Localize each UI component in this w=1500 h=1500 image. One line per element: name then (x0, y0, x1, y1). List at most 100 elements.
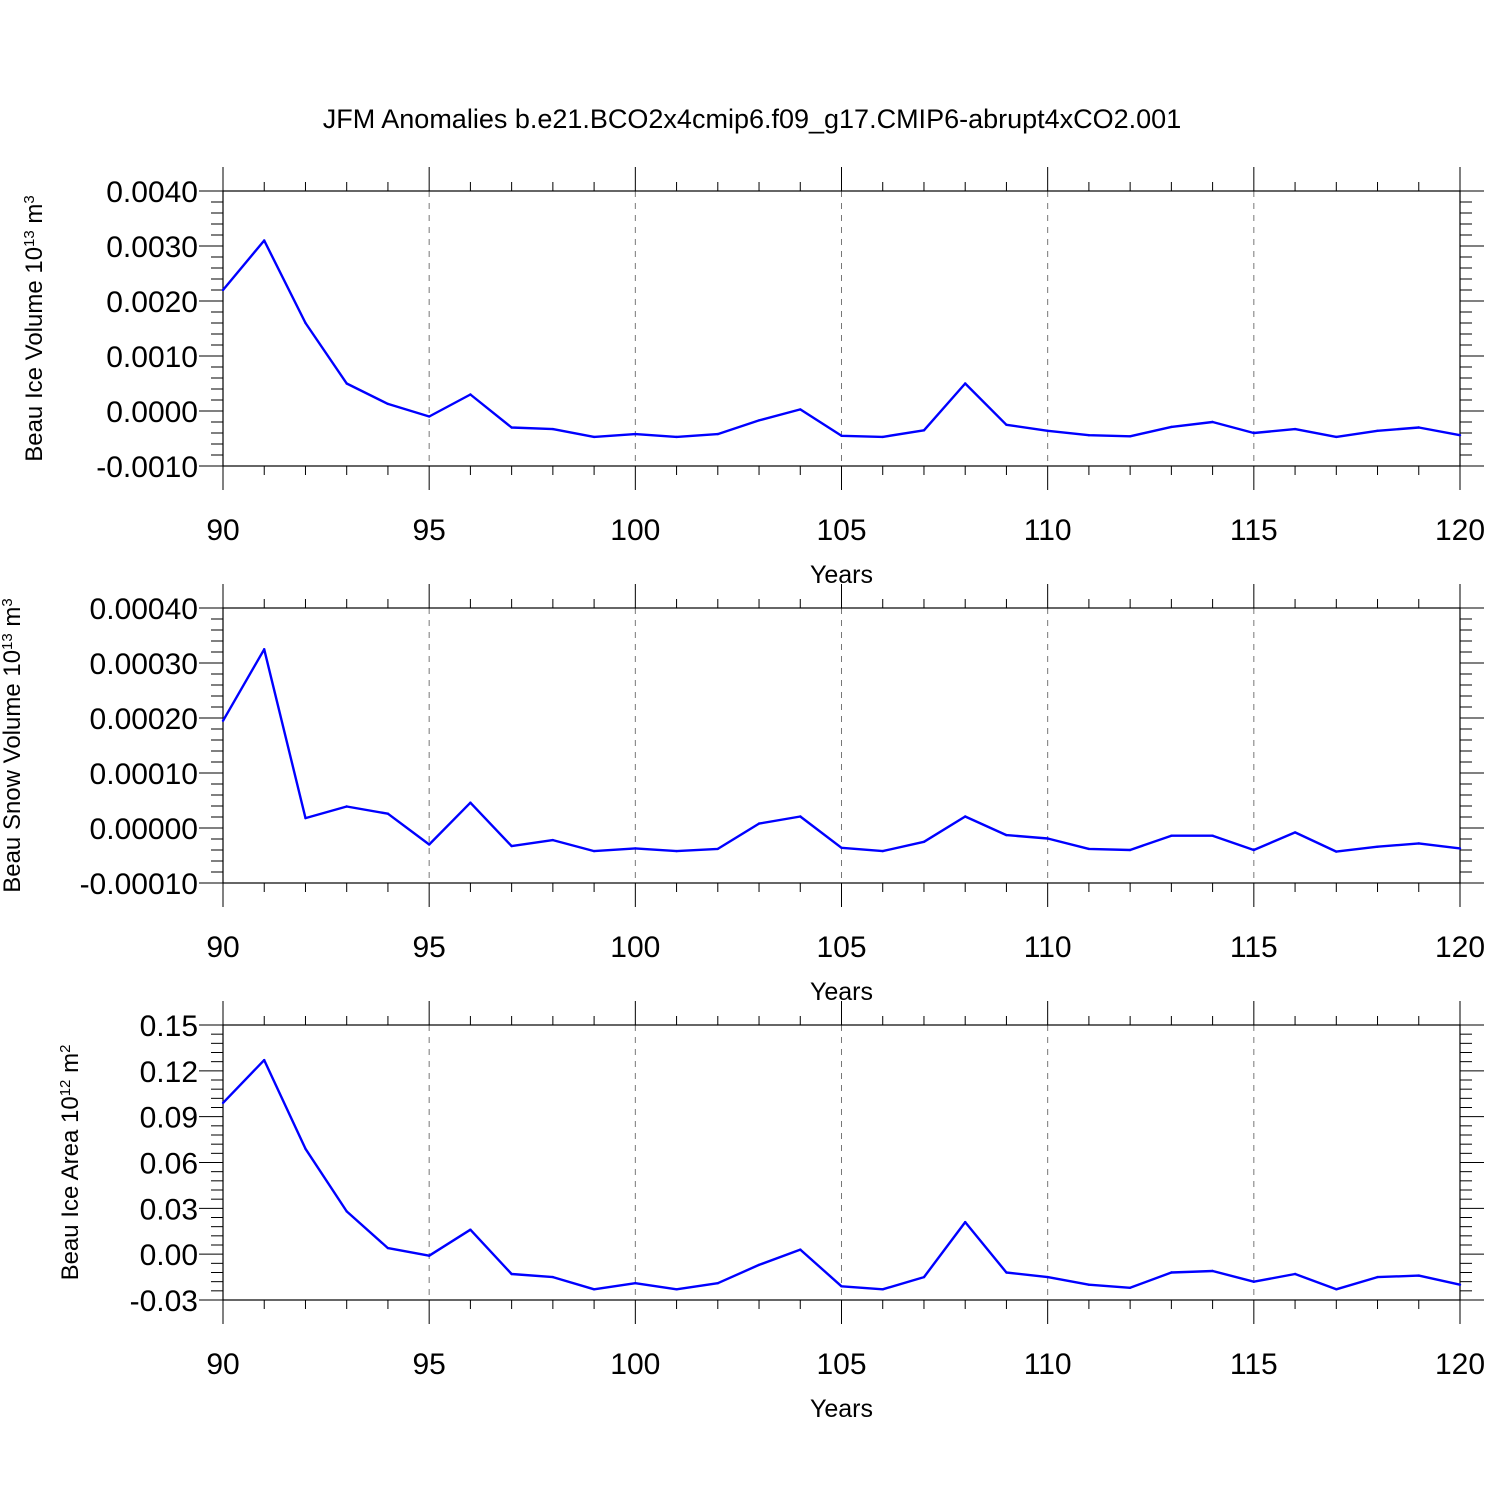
data-point (386, 402, 390, 406)
data-point (1087, 1283, 1091, 1286)
y-tick-label: 0.0020 (106, 286, 198, 319)
data-point (1087, 434, 1091, 437)
data-point (1417, 426, 1421, 429)
data-point (428, 843, 431, 846)
y-tick-label: 0.00 (140, 1239, 198, 1272)
plot-frame (222, 1024, 1461, 1301)
data-point (964, 815, 967, 818)
y-tick-label: 0.12 (140, 1056, 198, 1089)
data-point (1293, 427, 1297, 431)
data-point (263, 648, 266, 651)
data-point (1046, 429, 1049, 432)
data-point (592, 849, 596, 853)
data-point (1046, 837, 1049, 840)
data-point (964, 382, 967, 385)
data-point (1376, 429, 1379, 432)
data-point (263, 239, 266, 242)
data-point (922, 429, 926, 432)
data-point (1046, 1275, 1049, 1279)
y-tick-label: 0.0030 (106, 231, 198, 264)
data-point (1170, 1271, 1173, 1274)
data-point (1417, 1274, 1421, 1277)
data-point (1376, 1275, 1379, 1279)
y-tick-label: 0.0010 (106, 341, 198, 374)
x-tick-label: 95 (412, 931, 445, 964)
data-point (1005, 1271, 1008, 1274)
data-point (345, 805, 348, 808)
data-point (1211, 834, 1214, 837)
x-tick-label: 100 (610, 931, 660, 964)
data-point (428, 415, 431, 418)
y-axis-label-text: Beau Ice Volume 10 (21, 247, 48, 462)
data-point (634, 432, 637, 436)
y-axis-label-unit-exponent: 2 (57, 1045, 74, 1053)
data-point (263, 1058, 266, 1062)
x-tick-label: 95 (412, 514, 445, 547)
y-axis-label-text: Beau Ice Area 10 (57, 1096, 84, 1280)
y-tick-label: -0.03 (130, 1285, 198, 1318)
x-tick-label: 120 (1435, 1348, 1485, 1381)
x-tick-label: 105 (816, 931, 866, 964)
panel-1: 90 95 100 105 110 115 120 -0.0010 0.0000 0.0010 0.… (21, 167, 1485, 589)
y-tick-label: 0.00040 (90, 593, 198, 626)
data-point (221, 288, 225, 292)
y-tick-label: 0.00010 (90, 758, 198, 791)
data-point (1458, 434, 1462, 437)
y-axis-label-exponent: 13 (21, 230, 38, 247)
x-tick-label: 115 (1230, 514, 1278, 547)
data-point (964, 1220, 967, 1224)
data-point (675, 1288, 678, 1291)
y-axis-label-unit-exponent: 3 (21, 195, 38, 203)
data-point (221, 1101, 225, 1105)
y-axis-label: Beau Snow Volume 1013 m3 (0, 598, 26, 893)
data-point (304, 321, 307, 325)
x-tick-label: 105 (816, 1348, 866, 1381)
data-point (551, 427, 555, 431)
data-point (1252, 1280, 1256, 1283)
y-tick-label: 0.00030 (90, 648, 198, 681)
x-axis-label: Years (810, 1395, 873, 1423)
data-point (1005, 833, 1008, 837)
data-point (1087, 847, 1091, 851)
x-tick-label: 115 (1230, 1348, 1278, 1381)
x-tick-label: 100 (610, 1348, 660, 1381)
y-tick-label: 0.06 (140, 1148, 198, 1181)
data-point (510, 844, 513, 848)
y-tick-label: 0.0040 (106, 176, 198, 209)
y-axis-label-unit-exponent: 3 (0, 598, 16, 606)
x-tick-label: 120 (1435, 931, 1485, 964)
data-point (881, 849, 884, 853)
data-point (428, 1254, 431, 1257)
y-tick-label: -0.00010 (80, 868, 198, 901)
data-point (716, 432, 719, 436)
data-point (799, 1248, 802, 1251)
data-point (1293, 1272, 1297, 1276)
data-point (675, 435, 678, 439)
data-point (757, 822, 761, 825)
data-point (221, 719, 225, 722)
y-tick-label: 0.00000 (90, 813, 198, 846)
x-tick-label: 120 (1435, 514, 1485, 547)
data-point (304, 816, 307, 820)
y-axis-label-unit: m (57, 1053, 84, 1080)
data-point (922, 1275, 926, 1279)
data-point (1376, 845, 1379, 848)
y-tick-label: 0.0000 (106, 396, 198, 429)
x-tick-label: 90 (206, 1348, 239, 1381)
panel-2: 90 95 100 105 110 115 120 -0.00010 0.00000 0.0001… (0, 584, 1485, 1006)
y-tick-label: -0.0010 (96, 451, 198, 484)
data-point (345, 382, 348, 385)
x-tick-label: 100 (610, 514, 660, 547)
x-tick-label: 110 (1024, 1348, 1072, 1381)
data-point (304, 1147, 307, 1151)
y-tick-label: 0.00020 (90, 703, 198, 736)
data-point (1170, 425, 1173, 429)
y-tick-label: 0.03 (140, 1193, 198, 1226)
panels: 90 95 100 105 110 115 120 -0.0010 0.0000 0.0010 0.… (0, 167, 1485, 1423)
plot-frame (222, 190, 1461, 467)
data-point (1335, 850, 1338, 853)
data-point (1458, 1283, 1462, 1286)
chart-title: JFM Anomalies b.e21.BCO2x4cmip6.f09_g17.… (323, 104, 1181, 134)
panel-3: 90 95 100 105 110 115 120 -0.03 0.00 0.03 0.06 0.09… (57, 1001, 1485, 1423)
